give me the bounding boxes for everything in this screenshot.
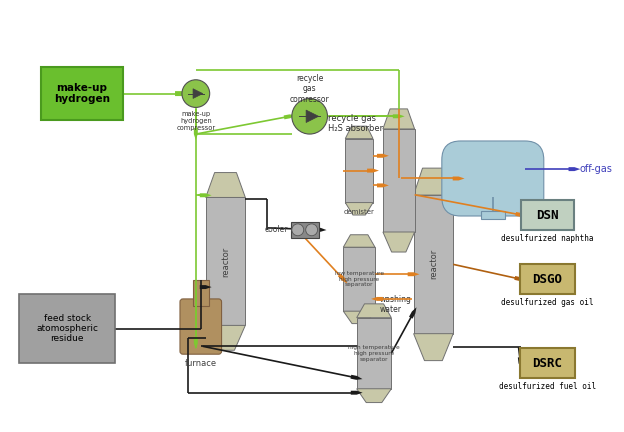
Text: reactor: reactor [221,246,230,276]
FancyBboxPatch shape [357,318,391,389]
Text: desulfurized naphtha: desulfurized naphtha [501,234,593,243]
Polygon shape [414,334,453,361]
FancyArrow shape [377,154,389,158]
Text: make-up
hydrogen
compressor: make-up hydrogen compressor [176,111,215,131]
Text: reactor: reactor [429,249,438,280]
FancyArrow shape [515,212,527,217]
FancyBboxPatch shape [383,129,414,232]
FancyArrow shape [284,114,296,119]
Polygon shape [193,89,203,98]
FancyArrow shape [409,307,416,319]
Text: high temperature
high pressure
separator: high temperature high pressure separator [348,345,400,362]
FancyBboxPatch shape [180,299,222,354]
Polygon shape [383,109,414,129]
Polygon shape [357,389,391,403]
Circle shape [182,80,210,108]
Polygon shape [345,126,373,139]
FancyBboxPatch shape [520,264,575,294]
FancyArrow shape [393,114,405,118]
FancyBboxPatch shape [291,222,319,238]
Circle shape [306,224,318,236]
FancyArrow shape [194,337,198,349]
FancyArrow shape [351,391,363,395]
Polygon shape [414,168,453,195]
FancyBboxPatch shape [520,200,574,230]
Text: furnace: furnace [185,359,217,368]
FancyBboxPatch shape [193,280,208,306]
FancyArrow shape [514,276,526,281]
FancyBboxPatch shape [481,211,505,219]
Polygon shape [343,235,375,247]
Text: make-up
hydrogen: make-up hydrogen [54,83,110,105]
Text: DSGO: DSGO [532,273,562,286]
FancyBboxPatch shape [41,67,122,120]
Polygon shape [206,325,245,350]
FancyArrow shape [371,297,383,301]
FancyArrow shape [175,91,189,96]
FancyArrow shape [338,273,348,283]
Polygon shape [345,203,373,215]
FancyArrow shape [314,228,326,232]
FancyBboxPatch shape [206,197,245,325]
Text: recycle gas
H₂S absorber: recycle gas H₂S absorber [328,114,384,133]
Text: demister: demister [344,210,374,216]
Polygon shape [206,172,245,197]
FancyArrow shape [407,272,419,276]
FancyBboxPatch shape [414,195,453,334]
Text: recycle
gas
comressor: recycle gas comressor [290,74,329,104]
FancyArrow shape [194,128,198,140]
Polygon shape [306,110,319,123]
FancyArrow shape [367,168,379,172]
FancyBboxPatch shape [343,247,375,311]
Polygon shape [343,311,375,324]
Text: DSRC: DSRC [532,356,562,370]
FancyArrow shape [453,177,465,181]
FancyBboxPatch shape [442,141,544,216]
Text: off-gas: off-gas [580,164,612,174]
Text: feed stock
atomospheric
residue: feed stock atomospheric residue [36,314,98,343]
Polygon shape [357,304,391,318]
Polygon shape [383,232,414,252]
FancyBboxPatch shape [345,139,373,203]
FancyBboxPatch shape [19,294,115,363]
FancyArrow shape [200,193,212,197]
FancyArrow shape [518,357,522,369]
Circle shape [292,98,328,134]
Text: DSN: DSN [536,209,558,222]
Text: low temperature
high pressure
separator: low temperature high pressure separator [334,271,384,287]
Text: cooler: cooler [265,226,288,234]
FancyArrow shape [200,285,212,289]
Text: washing
water: washing water [380,295,412,314]
FancyArrow shape [351,375,363,380]
Circle shape [292,224,304,236]
FancyArrow shape [377,184,389,187]
FancyBboxPatch shape [520,348,575,378]
Text: desulfurized gas oil: desulfurized gas oil [501,298,593,307]
FancyArrow shape [568,167,580,171]
Text: desulfurized fuel oil: desulfurized fuel oil [499,382,596,391]
